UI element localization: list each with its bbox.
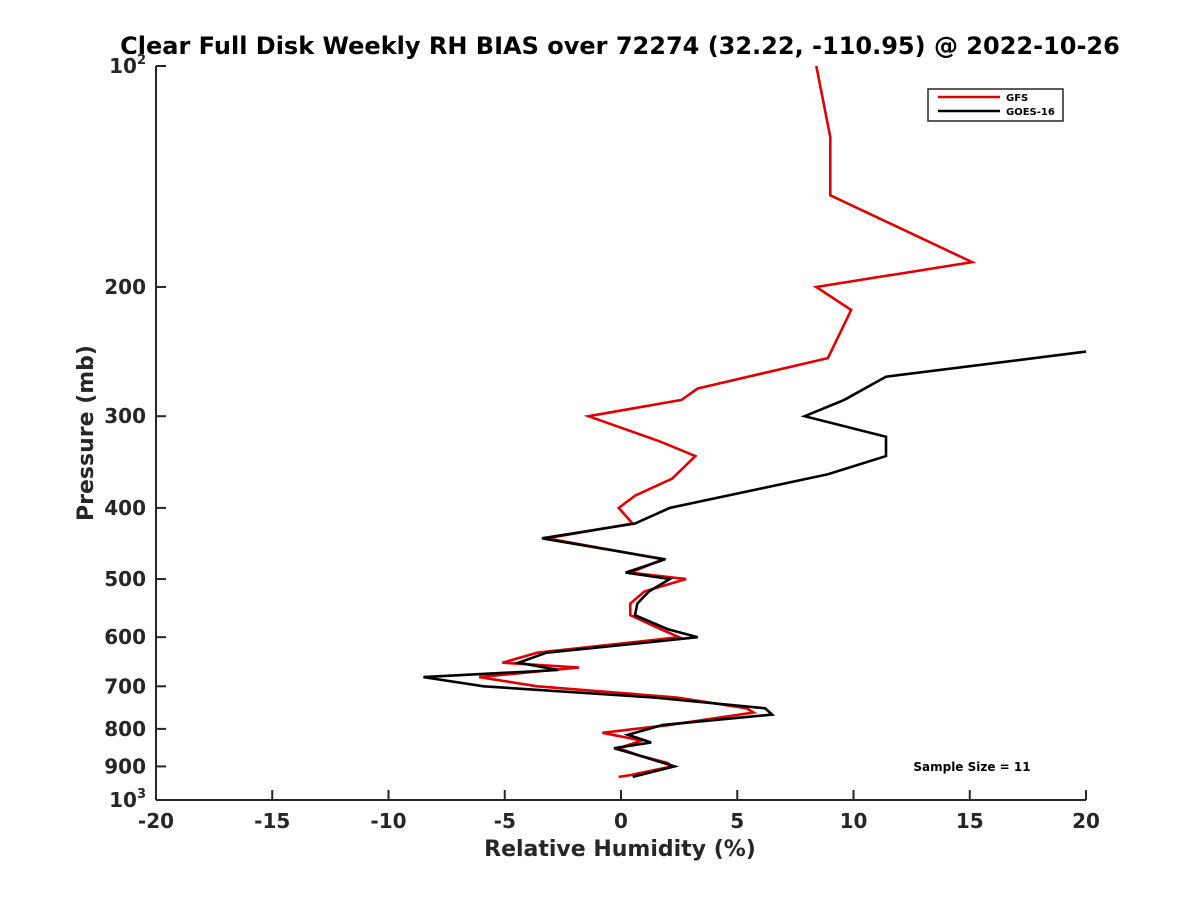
legend-label-goes-16: GOES-16 xyxy=(1006,107,1055,118)
y-tick-label: 103 xyxy=(109,787,146,812)
x-tick-label: -5 xyxy=(494,809,516,833)
x-tick-label: 20 xyxy=(1072,809,1100,833)
x-tick-label: 5 xyxy=(730,809,744,833)
y-tick-label: 900 xyxy=(104,754,146,778)
series-layer xyxy=(423,65,1087,779)
x-axis-label: Relative Humidity (%) xyxy=(484,837,756,862)
y-tick-label: 102 xyxy=(109,53,146,78)
y-tick-label: 200 xyxy=(104,275,146,299)
legend-label-gfs: GFS xyxy=(1006,93,1028,104)
sample-size-annotation: Sample Size = 11 xyxy=(913,760,1030,774)
x-tick-label: 10 xyxy=(840,809,868,833)
y-tick-label: 300 xyxy=(104,404,146,428)
x-tick-label: 15 xyxy=(956,809,984,833)
chart-title: Clear Full Disk Weekly RH BIAS over 7227… xyxy=(120,32,1120,60)
x-tick-label: -10 xyxy=(370,809,406,833)
y-tick-label: 400 xyxy=(104,496,146,520)
x-tick-label: -20 xyxy=(138,809,174,833)
x-tick-label: 0 xyxy=(614,809,628,833)
y-tick-label: 700 xyxy=(104,674,146,698)
y-axis-label: Pressure (mb) xyxy=(74,345,99,521)
ticks-layer: -20 -15 -10 -5 0 5 10 15 20 102 200 300 400 500 600 700… xyxy=(104,53,1100,833)
y-tick-label: 500 xyxy=(104,567,146,591)
legend: GFS GOES-16 xyxy=(927,88,1064,122)
series-line-gfs xyxy=(478,65,977,779)
y-tick-label: 600 xyxy=(104,625,146,649)
x-tick-label: -15 xyxy=(254,809,290,833)
legend-box xyxy=(927,88,1064,122)
y-tick-label: 800 xyxy=(104,717,146,741)
series-line-goes-16 xyxy=(423,350,1087,779)
